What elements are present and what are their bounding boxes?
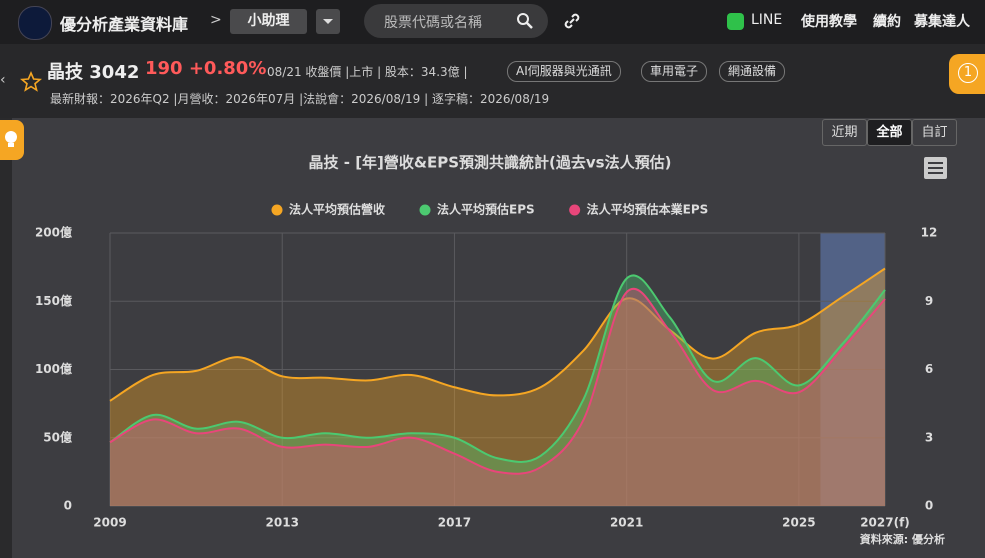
x-tick-label: 2009 [93, 516, 126, 530]
legend-label[interactable]: 法人平均預估營收 [289, 202, 385, 217]
assistant-button[interactable]: 小助理 [230, 9, 307, 34]
search-box[interactable]: 股票代碼或名稱 [364, 4, 548, 38]
line-icon[interactable] [727, 13, 744, 30]
source-note: 資料來源: 優分析 [860, 532, 945, 546]
tag[interactable]: 車用電子 [641, 61, 708, 82]
stock-header: ‹ 晶技 3042 190 +0.80% 08/21 收盤價 |上市 | 股本：… [0, 44, 985, 118]
stock-name: 晶技 3042 [47, 62, 140, 83]
tutorial-link[interactable]: 使用教學 [801, 14, 857, 30]
collapse-arrow[interactable]: ‹ [0, 72, 6, 88]
search-icon [517, 13, 533, 29]
report-info: 最新財報：2026年Q2 |月營收：2026年07月 |法說會：2026/08/… [50, 92, 550, 106]
y2-tick-label: 6 [925, 362, 933, 376]
line [109, 274, 886, 463]
dropdown-button[interactable] [316, 9, 340, 34]
area [110, 275, 885, 506]
stock-price: 190 +0.80% [145, 58, 267, 79]
y-tick-label: 0 [64, 499, 72, 513]
y-tick-label: 50億 [43, 429, 72, 444]
tips-tab[interactable] [0, 120, 24, 160]
line [109, 287, 886, 475]
y-tick-label: 100億 [35, 361, 72, 376]
legend-label[interactable]: 法人平均預估EPS [437, 202, 535, 217]
range-button-active[interactable]: 全部 [867, 119, 912, 146]
legend-marker [271, 204, 283, 216]
line [109, 267, 886, 402]
x-tick-label: 2025 [782, 516, 815, 530]
renew-link[interactable]: 續約 [873, 14, 901, 30]
range-button[interactable]: 自訂 [912, 119, 957, 146]
x-tick-label: 2027(f) [860, 516, 910, 530]
x-tick-label: 2013 [266, 516, 299, 530]
recruit-link[interactable]: 募集達人 [914, 14, 970, 30]
tag[interactable]: 網通設備 [719, 61, 786, 82]
nav-bar: 優分析產業資料庫 > 小助理 股票代碼或名稱 LINE 使用教學 續約 募集達人 [0, 0, 985, 44]
menu-icon[interactable] [924, 157, 947, 179]
x-tick-label: 2017 [438, 516, 471, 530]
area [110, 288, 885, 506]
logo[interactable] [18, 6, 52, 40]
tag[interactable]: AI伺服器與光通訊 [507, 61, 621, 82]
legend-label[interactable]: 法人平均預估本業EPS [587, 202, 709, 217]
star-icon[interactable] [20, 71, 42, 93]
bulb-icon [5, 131, 17, 147]
line-link[interactable]: LINE [751, 12, 783, 28]
y2-tick-label: 3 [925, 430, 933, 444]
breadcrumb-sep: > [210, 12, 222, 28]
notification-badge[interactable]: 1 [949, 54, 985, 94]
stock-meta: 08/21 收盤價 |上市 | 股本：34.3億 | [267, 65, 468, 79]
site-title[interactable]: 優分析產業資料庫 [60, 15, 189, 34]
legend-marker [419, 204, 431, 216]
range-button[interactable]: 近期 [822, 119, 867, 146]
y-tick-label: 200億 [35, 225, 72, 240]
y2-tick-label: 0 [925, 499, 933, 513]
caret [323, 19, 333, 24]
legend-marker [569, 204, 581, 216]
badge-count: 1 [958, 63, 978, 83]
x-tick-label: 2021 [610, 516, 643, 530]
search-placeholder: 股票代碼或名稱 [384, 15, 482, 31]
y-tick-label: 150億 [35, 293, 72, 308]
chart-title: 晶技 - [年]營收&EPS預測共識統計(過去vs法人預估) [309, 154, 672, 172]
y2-tick-label: 9 [925, 294, 933, 308]
link-icon[interactable] [563, 12, 581, 30]
y2-tick-label: 12 [921, 226, 938, 240]
